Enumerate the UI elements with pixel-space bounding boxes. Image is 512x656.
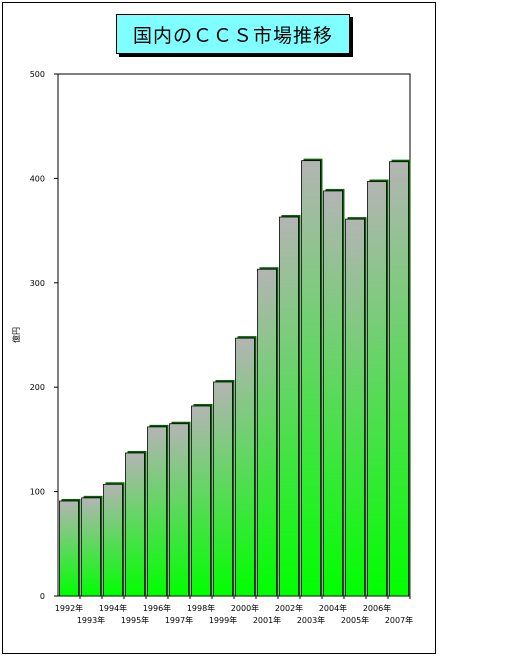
y-tick-label-3: 300	[30, 279, 45, 288]
bar-1993年	[81, 497, 101, 597]
bar-2006年	[367, 181, 387, 597]
bar-2007年	[389, 161, 409, 597]
tick-labels: 0 100 200 300 400 500 1992年 1993年 1994年 1995年 1996…	[30, 70, 413, 625]
bar-1995年	[125, 452, 145, 597]
y-tick-label-2: 200	[30, 383, 45, 392]
bars	[59, 158, 411, 597]
y-tick-label-5: 500	[30, 70, 45, 79]
bar-1996年	[147, 426, 167, 597]
bar-1998年	[191, 405, 211, 597]
x-tick-label-3: 1995年	[121, 615, 149, 625]
x-tick-label-15: 2007年	[385, 615, 413, 625]
bar-2004年	[323, 190, 343, 597]
bar-1997年	[169, 423, 189, 597]
bar-2000年	[235, 337, 255, 597]
y-tick-label-4: 400	[30, 174, 45, 183]
bar-2001年	[257, 268, 277, 597]
chart-title: 国内のＣＣＳ市場推移	[116, 14, 350, 54]
x-tick-label-14: 2006年	[363, 603, 391, 613]
x-tick-label-1: 1993年	[77, 615, 105, 625]
bar-2005年	[345, 218, 365, 597]
x-tick-label-9: 2001年	[253, 615, 281, 625]
bar-1992年	[59, 500, 79, 597]
x-tick-label-12: 2004年	[319, 603, 347, 613]
x-tick-label-10: 2002年	[275, 603, 303, 613]
y-tick-label-1: 100	[30, 488, 45, 497]
bar-1994年	[103, 483, 123, 597]
bar-1999年	[213, 381, 233, 597]
bar-2002年	[279, 216, 299, 597]
x-tick-label-5: 1997年	[165, 615, 193, 625]
x-tick-label-7: 1999年	[209, 615, 237, 625]
y-axis-label: 億円	[11, 327, 21, 343]
x-tick-label-8: 2000年	[231, 603, 259, 613]
x-tick-label-4: 1996年	[143, 603, 171, 613]
x-tick-label-11: 2003年	[297, 615, 325, 625]
y-tick-label-0: 0	[40, 592, 45, 601]
bar-2003年	[301, 160, 321, 597]
x-tick-label-13: 2005年	[341, 615, 369, 625]
x-tick-label-2: 1994年	[99, 603, 127, 613]
x-tick-label-6: 1998年	[187, 603, 215, 613]
x-tick-label-0: 1992年	[55, 603, 83, 613]
